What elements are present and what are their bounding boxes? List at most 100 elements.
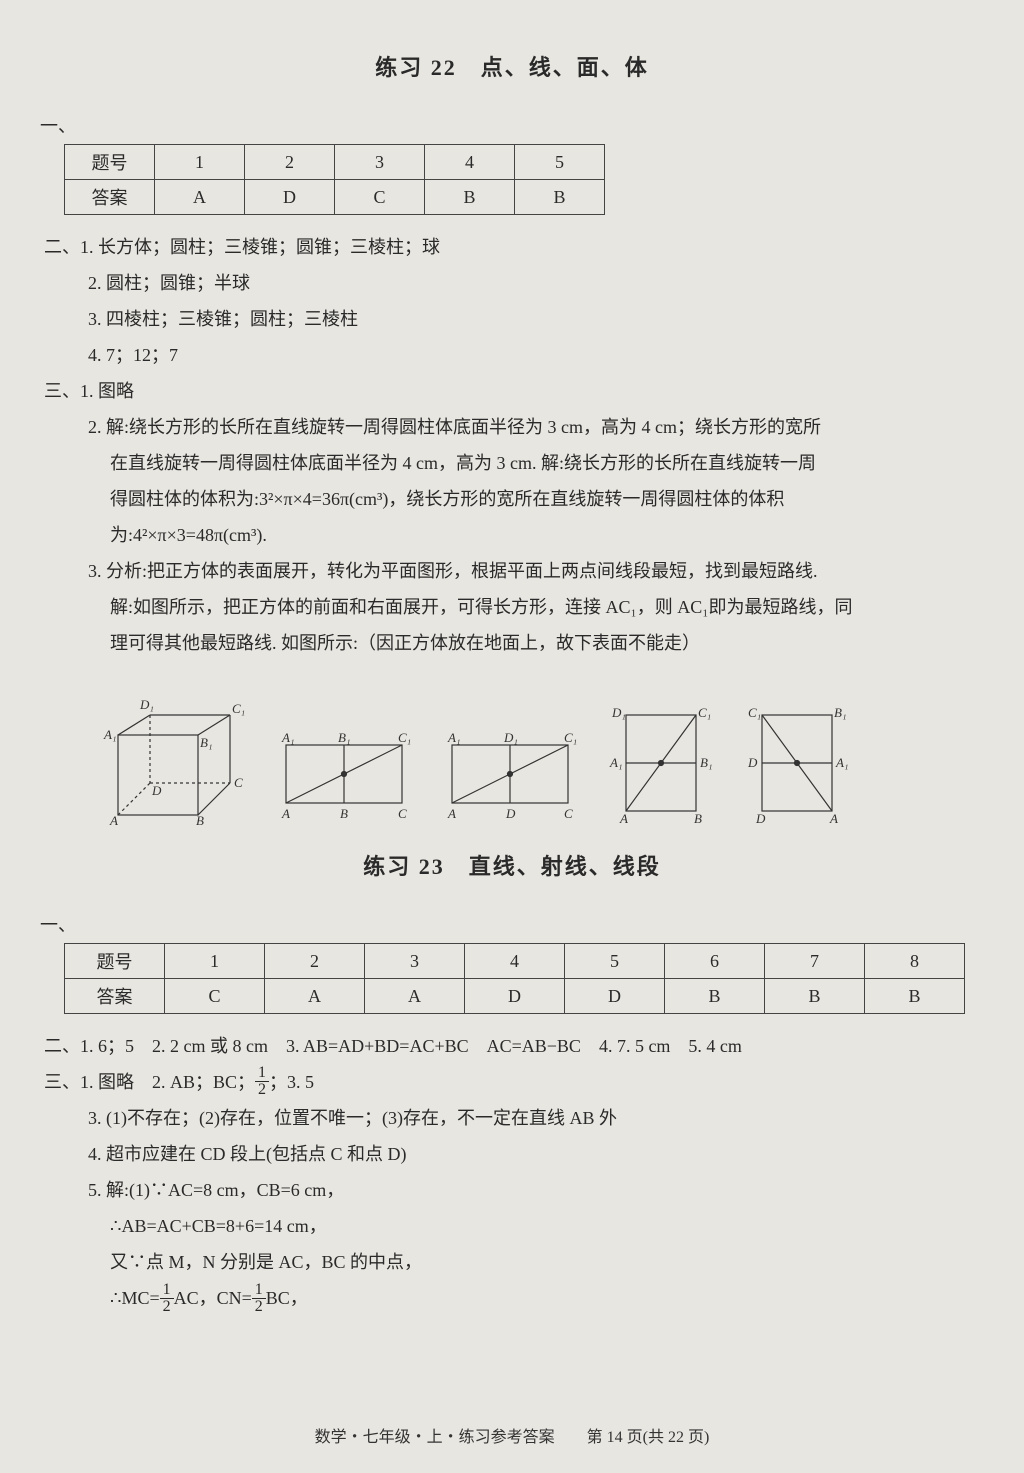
svg-text:D: D xyxy=(151,783,162,798)
ex22-sec3-2a: 2. 解:绕长方形的长所在直线旋转一周得圆柱体底面半径为 3 cm，高为 4 c… xyxy=(44,409,984,445)
svg-text:B₁: B₁ xyxy=(200,735,212,750)
header-cell: 5 xyxy=(565,944,665,979)
ex23-sec3-5b: ∴AB=AC+CB=8+6=14 cm， xyxy=(44,1208,984,1244)
ex23-sec3-3: 3. (1)不存在；(2)存在，位置不唯一；(3)存在，不一定在直线 AB 外 xyxy=(44,1100,984,1136)
ex23-sec3-5d: ∴MC=12AC，CN=12BC， xyxy=(44,1280,984,1316)
ex22-sec1: 一、 xyxy=(40,112,984,138)
answer-cell: 答案 xyxy=(65,979,165,1014)
header-cell: 3 xyxy=(335,145,425,180)
answer-cell: A xyxy=(365,979,465,1014)
ex22-sec3-2d: 为:4²×π×3=48π(cm³). xyxy=(44,517,984,553)
ex22-sec2-1: 二、1. 长方体；圆柱；三棱锥；圆锥；三棱柱；球 xyxy=(44,229,984,265)
svg-text:A: A xyxy=(829,811,838,825)
table-row: 题号 1 2 3 4 5 xyxy=(65,145,605,180)
table-row: 题号 1 2 3 4 5 6 7 8 xyxy=(65,944,965,979)
ex23-sec3-5a: 5. 解:(1)∵AC=8 cm，CB=6 cm， xyxy=(44,1172,984,1208)
header-cell: 4 xyxy=(425,145,515,180)
svg-text:D: D xyxy=(747,755,758,770)
svg-text:B₁: B₁ xyxy=(834,705,846,720)
svg-text:A: A xyxy=(619,811,628,825)
fraction-half-icon: 12 xyxy=(255,1065,269,1098)
svg-text:A: A xyxy=(447,806,456,821)
svg-text:B: B xyxy=(340,806,348,821)
ex22-table: 题号 1 2 3 4 5 答案 A D C B B xyxy=(64,144,605,215)
header-cell: 1 xyxy=(155,145,245,180)
ex23-sec3-5d-pre: ∴MC= xyxy=(110,1288,160,1308)
svg-text:B: B xyxy=(694,811,702,825)
svg-text:D₁: D₁ xyxy=(611,705,626,720)
answer-cell: B xyxy=(425,180,515,215)
header-cell: 7 xyxy=(765,944,865,979)
fraction-half-icon: 12 xyxy=(160,1282,174,1315)
header-cell: 题号 xyxy=(65,944,165,979)
ex22-sec3-3b: 解:如图所示，把正方体的前面和右面展开，可得长方形，连接 AC₁，则 AC₁即为… xyxy=(44,589,984,625)
answer-cell: B xyxy=(665,979,765,1014)
fraction-half-icon: 12 xyxy=(252,1282,266,1315)
svg-text:B: B xyxy=(196,813,204,825)
answer-cell: C xyxy=(335,180,425,215)
header-cell: 1 xyxy=(165,944,265,979)
ex23-sec3-1b: ；3. 5 xyxy=(269,1072,314,1092)
ex23-table: 题号 1 2 3 4 5 6 7 8 答案 C A A D D B B B xyxy=(64,943,965,1014)
ex23-sec2: 二、1. 6；5 2. 2 cm 或 8 cm 3. AB=AD+BD=AC+B… xyxy=(44,1028,984,1064)
table-row: 答案 A D C B B xyxy=(65,180,605,215)
answer-cell: A xyxy=(155,180,245,215)
answer-cell: D xyxy=(565,979,665,1014)
ex23-sec3-1: 三、1. 图略 2. AB；BC；12；3. 5 xyxy=(44,1064,984,1100)
ex23-sec3-4: 4. 超市应建在 CD 段上(包括点 C 和点 D) xyxy=(44,1136,984,1172)
ex22-sec2-4: 4. 7；12；7 xyxy=(44,337,984,373)
svg-text:C: C xyxy=(234,775,243,790)
ex23-sec3-5c: 又∵点 M，N 分别是 AC，BC 的中点， xyxy=(44,1244,984,1280)
cube-diagram: D₁ C₁ A₁ B₁ D C A B xyxy=(100,685,250,825)
answer-cell: C xyxy=(165,979,265,1014)
svg-text:C₁: C₁ xyxy=(748,705,761,720)
svg-text:C: C xyxy=(564,806,573,821)
unfold-diagram-2: A₁ D₁ C₁ A D C xyxy=(442,730,582,825)
svg-text:C₁: C₁ xyxy=(232,701,245,716)
header-cell: 2 xyxy=(245,145,335,180)
ex22-title: 练习 22 点、线、面、体 xyxy=(40,50,984,82)
ex22-sec3-2c: 得圆柱体的体积为:3²×π×4=36π(cm³)，绕长方形的宽所在直线旋转一周得… xyxy=(44,481,984,517)
svg-text:C₁: C₁ xyxy=(398,730,411,745)
answer-cell: B xyxy=(765,979,865,1014)
answer-cell: A xyxy=(265,979,365,1014)
ex23-sec1: 一、 xyxy=(40,911,984,937)
answer-cell: B xyxy=(865,979,965,1014)
header-cell: 5 xyxy=(515,145,605,180)
svg-text:D₁: D₁ xyxy=(503,730,518,745)
svg-text:A: A xyxy=(281,806,290,821)
ex22-sec3-3c: 理可得其他最短路线. 如图所示:（因正方体放在地面上，故下表面不能走） xyxy=(44,625,984,661)
unfold-diagram-1: A₁ B₁ C₁ A B C xyxy=(276,730,416,825)
svg-text:A₁: A₁ xyxy=(835,755,848,770)
ex23-sec3-5d-post: BC， xyxy=(266,1288,308,1308)
ex22-sec2-3: 3. 四棱柱；三棱锥；圆柱；三棱柱 xyxy=(44,301,984,337)
ex23-sec3-5d-mid: AC，CN= xyxy=(174,1288,252,1308)
header-cell: 2 xyxy=(265,944,365,979)
answer-cell: D xyxy=(465,979,565,1014)
table-row: 答案 C A A D D B B B xyxy=(65,979,965,1014)
svg-text:A: A xyxy=(109,813,118,825)
svg-text:A₁: A₁ xyxy=(103,727,116,742)
svg-text:A₁: A₁ xyxy=(447,730,460,745)
answer-cell: B xyxy=(515,180,605,215)
svg-text:C: C xyxy=(398,806,407,821)
header-cell: 8 xyxy=(865,944,965,979)
answer-cell: D xyxy=(245,180,335,215)
svg-text:D: D xyxy=(755,811,766,825)
unfold-diagram-4: C₁ B₁ D A₁ D A xyxy=(744,705,854,825)
ex22-sec3-2b: 在直线旋转一周得圆柱体底面半径为 4 cm，高为 3 cm. 解:绕长方形的长所… xyxy=(44,445,984,481)
header-cell: 3 xyxy=(365,944,465,979)
header-cell: 题号 xyxy=(65,145,155,180)
header-cell: 4 xyxy=(465,944,565,979)
ex22-sec3-1: 三、1. 图略 xyxy=(44,373,984,409)
svg-text:B₁: B₁ xyxy=(338,730,350,745)
page-footer: 数学・七年级・上・练习参考答案 第 14 页(共 22 页) xyxy=(0,1423,1024,1447)
svg-text:B₁: B₁ xyxy=(700,755,712,770)
ex22-sec3-3a: 3. 分析:把正方体的表面展开，转化为平面图形，根据平面上两点间线段最短，找到最… xyxy=(44,553,984,589)
svg-text:D₁: D₁ xyxy=(139,697,154,712)
svg-text:C₁: C₁ xyxy=(698,705,711,720)
ex22-sec2-2: 2. 圆柱；圆锥；半球 xyxy=(44,265,984,301)
ex23-sec3-1a: 三、1. 图略 2. AB；BC； xyxy=(44,1072,255,1092)
svg-text:D: D xyxy=(505,806,516,821)
svg-text:C₁: C₁ xyxy=(564,730,577,745)
